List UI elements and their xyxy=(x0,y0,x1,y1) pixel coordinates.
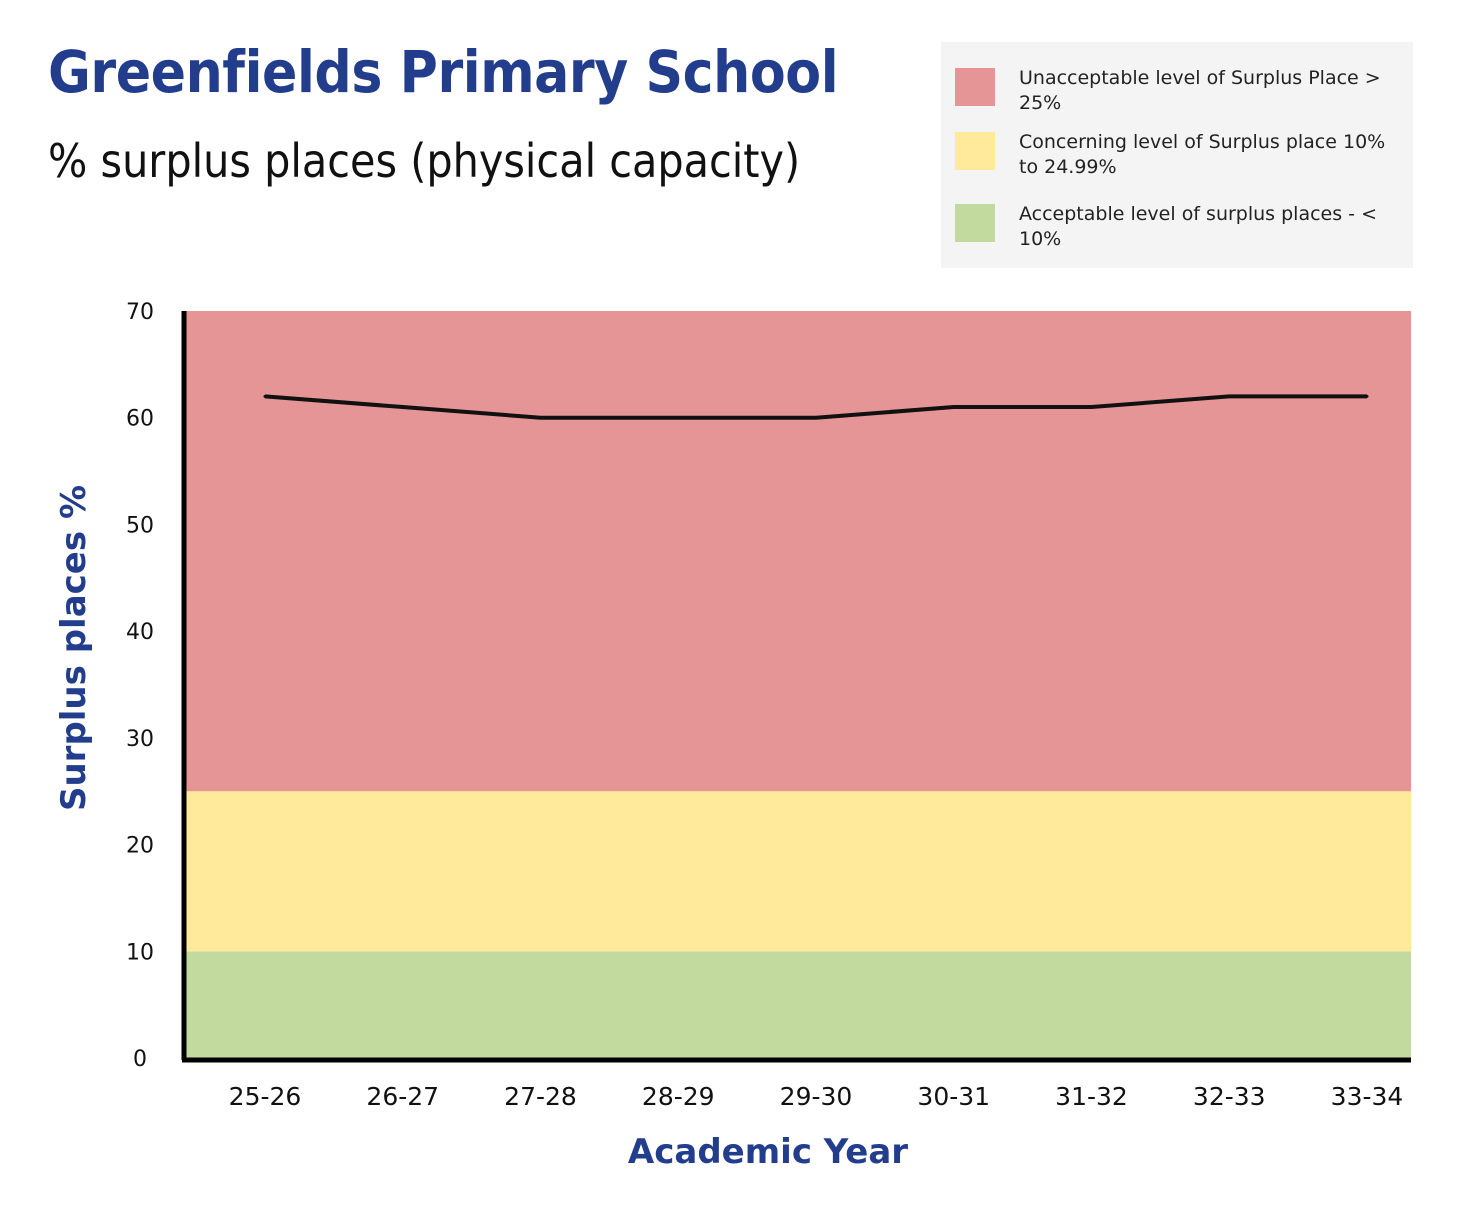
x-tick-label: 31-32 xyxy=(1055,1082,1128,1111)
x-tick-label: 25-26 xyxy=(229,1082,302,1111)
chart-subtitle: % surplus places (physical capacity) xyxy=(48,134,801,188)
data-point xyxy=(539,416,542,420)
data-point xyxy=(952,405,956,409)
x-axis-label: Academic Year xyxy=(628,1132,908,1172)
y-tick-label: 0 xyxy=(133,1047,147,1072)
legend-item-concerning: Concerning level of Surplus place 10% to… xyxy=(955,130,1409,180)
data-point xyxy=(676,416,680,420)
band-unacceptable xyxy=(186,311,1411,792)
y-tick-label: 70 xyxy=(126,300,154,325)
x-tick-label: 26-27 xyxy=(366,1082,439,1111)
legend-swatch-concerning xyxy=(955,132,995,170)
x-tick-label: 27-28 xyxy=(504,1082,577,1111)
y-tick-label: 60 xyxy=(126,407,154,432)
x-tick-label: 28-29 xyxy=(642,1082,715,1111)
legend-swatch-acceptable xyxy=(955,204,995,242)
y-tick-label: 30 xyxy=(126,727,154,752)
x-tick-label: 33-34 xyxy=(1331,1082,1404,1111)
y-tick-label: 50 xyxy=(126,513,154,538)
legend-swatch-unacceptable xyxy=(955,68,995,106)
data-point xyxy=(1365,394,1369,398)
legend-label-acceptable: Acceptable level of surplus places - < 1… xyxy=(1019,203,1377,250)
x-tick-label: 32-33 xyxy=(1193,1082,1266,1111)
x-tick-label: 29-30 xyxy=(780,1082,853,1111)
legend-label-concerning: Concerning level of Surplus place 10% to… xyxy=(1019,131,1386,178)
x-tick-label: 30-31 xyxy=(917,1082,990,1111)
data-point xyxy=(1227,394,1231,398)
data-point xyxy=(1090,405,1093,409)
data-point xyxy=(814,416,818,420)
legend-item-unacceptable: Unacceptable level of Surplus Place > 25… xyxy=(955,66,1409,116)
legend-item-acceptable: Acceptable level of surplus places - < 1… xyxy=(955,202,1409,252)
band-concerning xyxy=(186,791,1411,952)
chart-title: Greenfields Primary School xyxy=(48,38,839,106)
y-axis-label: Surplus places % xyxy=(54,485,94,811)
legend: Unacceptable level of Surplus Place > 25… xyxy=(941,42,1413,268)
y-tick-label: 40 xyxy=(126,620,154,645)
data-point xyxy=(263,394,267,398)
legend-label-unacceptable: Unacceptable level of Surplus Place > 25… xyxy=(1019,67,1381,114)
band-acceptable xyxy=(186,951,1411,1058)
y-tick-label: 20 xyxy=(126,834,154,859)
data-point xyxy=(401,405,405,409)
y-tick-label: 10 xyxy=(126,940,154,965)
